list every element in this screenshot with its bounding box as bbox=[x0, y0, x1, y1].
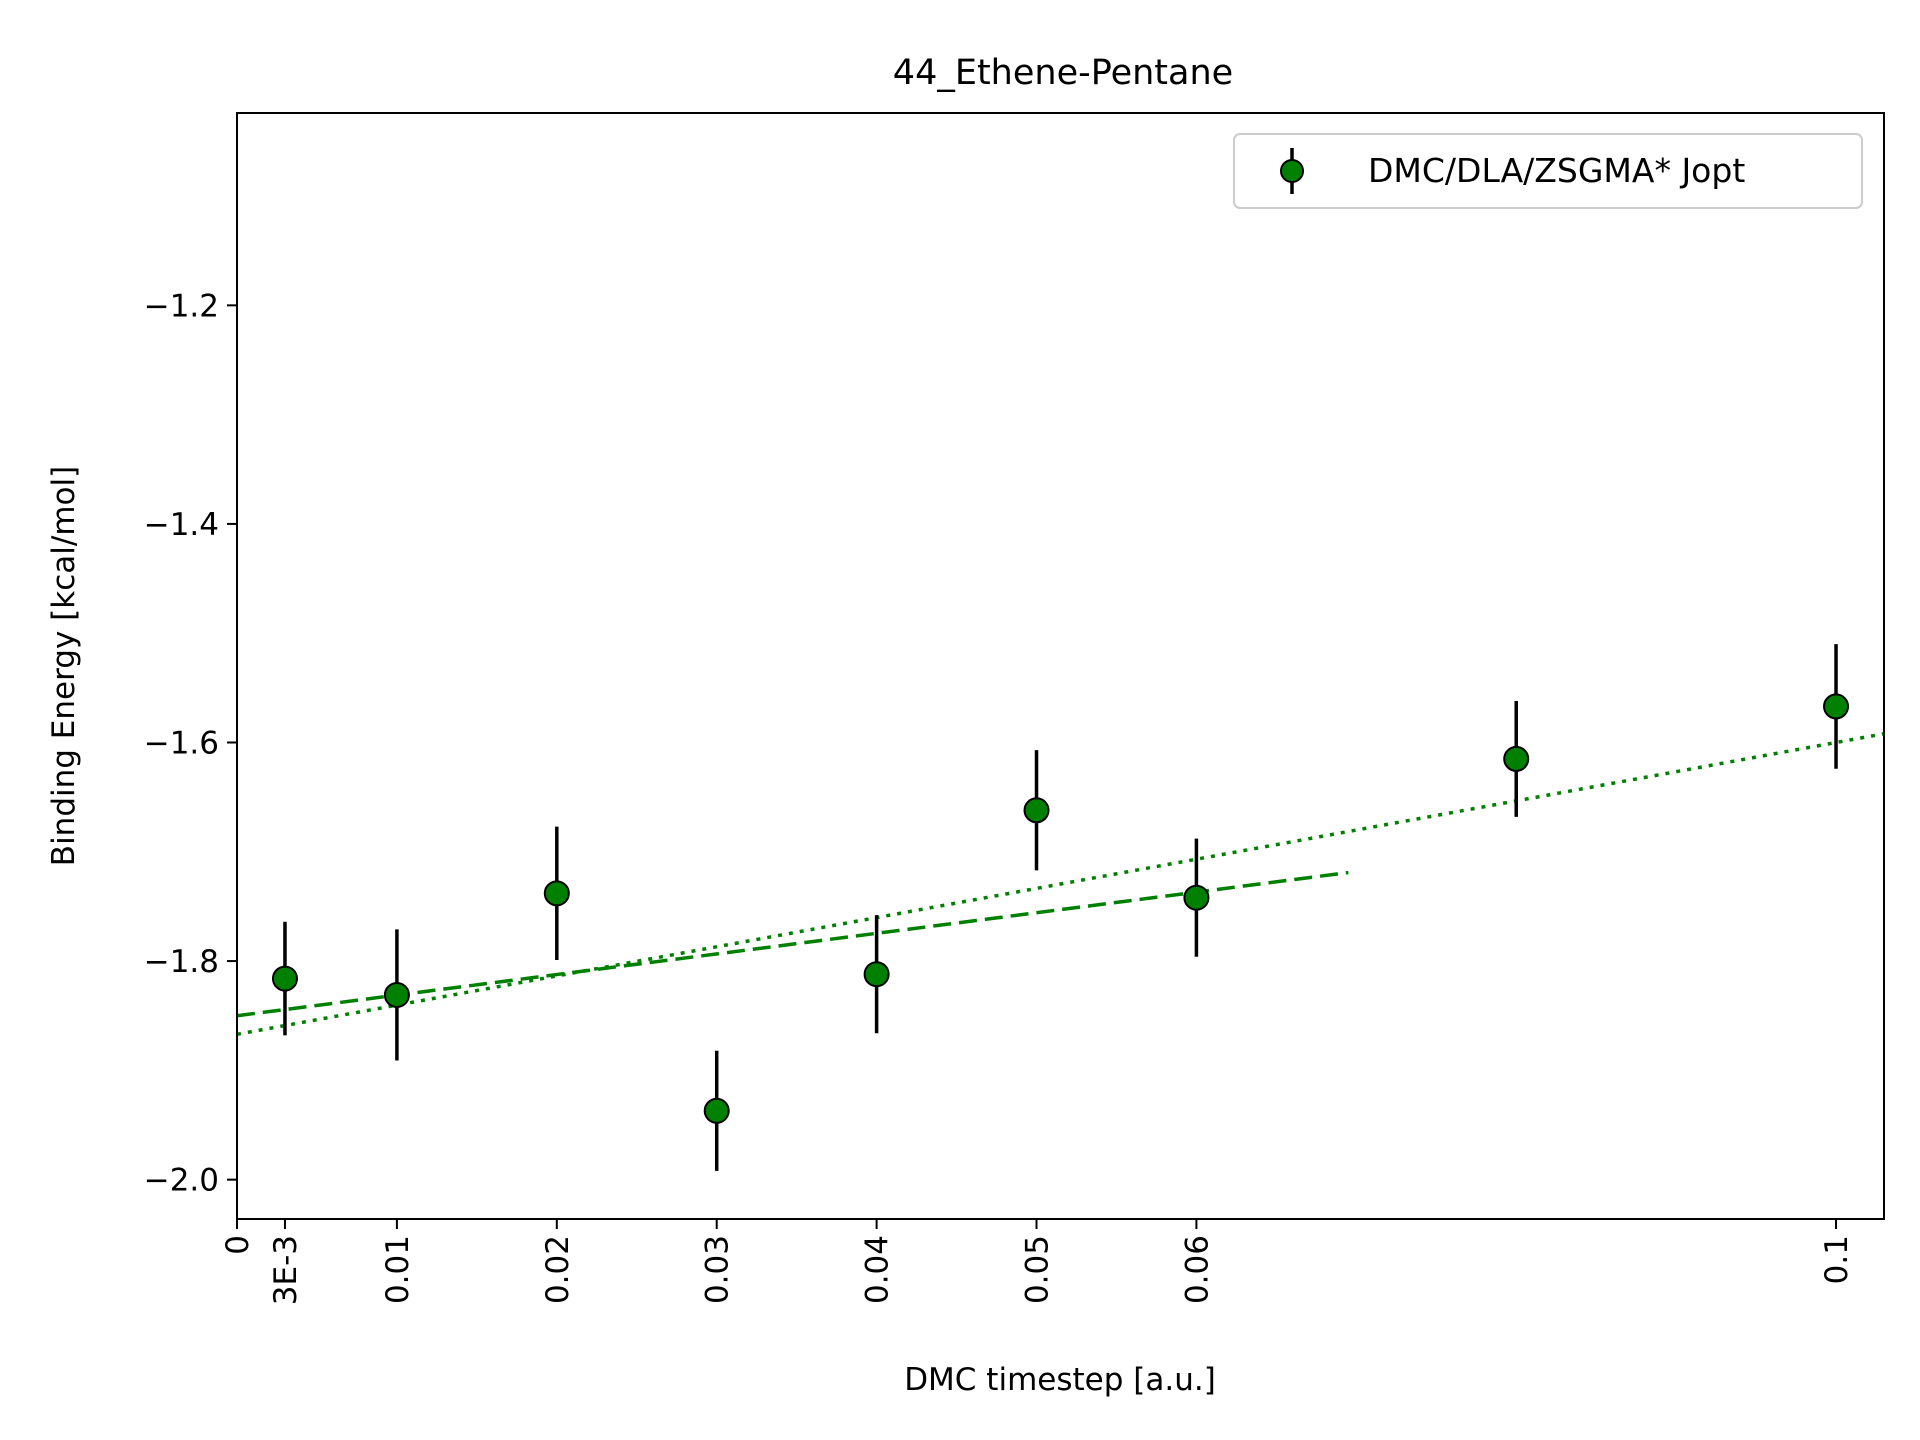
chart-title: 44_Ethene-Pentane bbox=[893, 53, 1233, 93]
data-point bbox=[271, 965, 298, 992]
y-axis-ticks: −1.2 −1.4 −1.6 −1.8 −2.0 bbox=[144, 288, 237, 1199]
x-axis-ticks: 0 3E-3 0.01 0.02 0.03 0.04 0.05 0.06 0.1 bbox=[220, 1219, 1855, 1305]
x-tick-label: 0.06 bbox=[1179, 1235, 1215, 1304]
data-point bbox=[1503, 745, 1530, 772]
fit-line-dashed bbox=[236, 870, 1349, 1018]
y-tick-label: −1.2 bbox=[144, 288, 219, 324]
legend-label: DMC/DLA/ZSGMA* Jopt bbox=[1368, 151, 1745, 190]
x-tick-label: 0.05 bbox=[1020, 1235, 1056, 1304]
data-points bbox=[271, 693, 1850, 1124]
x-tick-label: 0.1 bbox=[1819, 1235, 1855, 1284]
y-axis-label: Binding Energy [kcal/mol] bbox=[46, 466, 82, 866]
legend-marker bbox=[1280, 159, 1304, 183]
legend: DMC/DLA/ZSGMA* Jopt bbox=[1233, 133, 1863, 209]
x-tick-label: 0.02 bbox=[540, 1235, 576, 1304]
data-point bbox=[1023, 797, 1050, 824]
x-tick-label: 0.03 bbox=[700, 1235, 736, 1304]
y-tick-label: −1.8 bbox=[144, 944, 219, 980]
x-axis-label: DMC timestep [a.u.] bbox=[904, 1362, 1216, 1398]
x-tick-label: 0.04 bbox=[860, 1235, 896, 1304]
x-tick-label: 0 bbox=[220, 1235, 256, 1255]
legend-box bbox=[1233, 133, 1863, 209]
y-tick-label: −1.4 bbox=[144, 507, 219, 543]
x-tick-label: 0.01 bbox=[380, 1235, 416, 1304]
y-tick-label: −2.0 bbox=[144, 1163, 219, 1199]
data-point bbox=[703, 1097, 730, 1124]
data-point bbox=[863, 961, 890, 988]
y-tick-label: −1.6 bbox=[144, 726, 219, 762]
data-point bbox=[383, 981, 410, 1008]
data-point bbox=[543, 880, 570, 907]
data-point bbox=[1183, 884, 1210, 911]
x-tick-label: 3E-3 bbox=[268, 1235, 304, 1305]
fit-lines bbox=[236, 732, 1885, 1037]
fit-line-dotted bbox=[236, 732, 1885, 1037]
data-point bbox=[1823, 693, 1850, 720]
plot-frame bbox=[236, 112, 1885, 1220]
